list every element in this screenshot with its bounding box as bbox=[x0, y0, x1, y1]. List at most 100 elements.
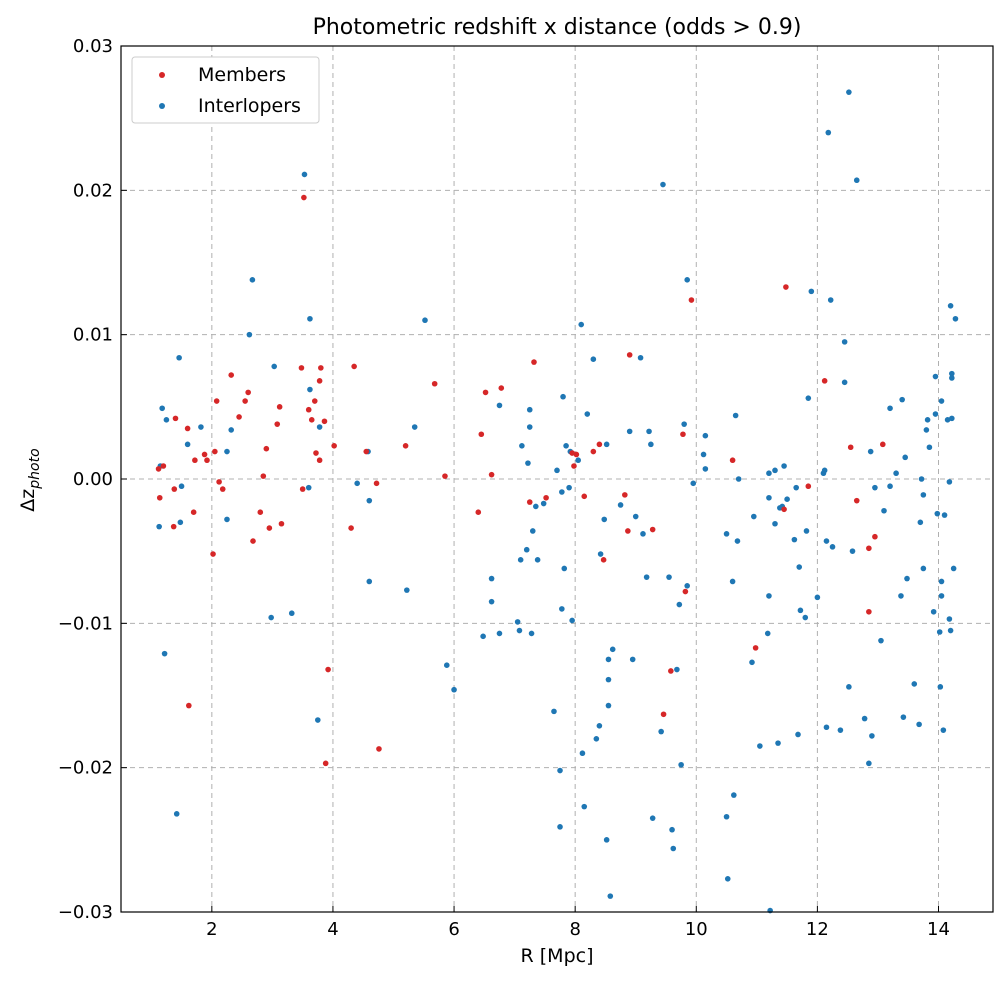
data-point-members bbox=[498, 385, 505, 391]
data-point-members bbox=[478, 431, 485, 438]
data-point-interlopers bbox=[947, 627, 954, 634]
data-point-members bbox=[278, 520, 285, 527]
data-point-members bbox=[729, 457, 736, 464]
data-point-members bbox=[331, 443, 337, 449]
data-point-members bbox=[600, 557, 607, 563]
data-point-interlopers bbox=[411, 424, 418, 430]
data-point-interlopers bbox=[946, 616, 953, 622]
data-point-interlopers bbox=[557, 824, 563, 830]
data-point-members bbox=[313, 450, 319, 456]
data-point-members bbox=[171, 486, 178, 492]
data-point-interlopers bbox=[578, 321, 585, 328]
chart-title: Photometric redshift x distance (odds > … bbox=[313, 15, 802, 40]
data-point-members bbox=[571, 463, 577, 469]
data-point-members bbox=[257, 509, 264, 515]
data-point-interlopers bbox=[646, 428, 652, 435]
data-point-interlopers bbox=[802, 614, 809, 621]
data-point-interlopers bbox=[681, 421, 687, 427]
legend-marker-members bbox=[159, 72, 165, 78]
data-point-interlopers bbox=[678, 761, 684, 768]
data-point-members bbox=[242, 398, 248, 404]
data-point-interlopers bbox=[593, 736, 600, 742]
data-point-interlopers bbox=[791, 536, 798, 543]
data-point-members bbox=[821, 378, 828, 384]
data-point-interlopers bbox=[932, 373, 939, 380]
data-point-members bbox=[348, 525, 354, 531]
data-point-interlopers bbox=[946, 479, 953, 485]
x-axis-label: R [Mpc] bbox=[521, 945, 594, 967]
data-point-members bbox=[212, 448, 218, 455]
y-tick-label: −0.01 bbox=[58, 613, 113, 634]
data-point-members bbox=[216, 479, 222, 485]
data-point-members bbox=[879, 441, 886, 448]
data-point-members bbox=[245, 389, 251, 396]
data-point-interlopers bbox=[443, 662, 450, 668]
data-point-interlopers bbox=[846, 684, 852, 690]
data-point-interlopers bbox=[937, 684, 944, 690]
data-point-members bbox=[752, 645, 759, 651]
x-tick-label: 4 bbox=[327, 919, 338, 940]
data-point-interlopers bbox=[575, 457, 581, 464]
data-point-interlopers bbox=[519, 443, 525, 449]
data-point-interlopers bbox=[528, 630, 535, 637]
data-point-members bbox=[475, 509, 482, 515]
data-point-interlopers bbox=[944, 417, 951, 423]
data-point-interlopers bbox=[603, 441, 610, 448]
data-point-members bbox=[872, 533, 878, 540]
data-point-members bbox=[170, 523, 177, 530]
data-point-interlopers bbox=[224, 448, 230, 455]
data-point-members bbox=[482, 389, 489, 396]
y-tick-label: 0.01 bbox=[73, 325, 113, 346]
data-point-members bbox=[316, 457, 323, 464]
data-point-interlopers bbox=[669, 826, 675, 833]
data-point-interlopers bbox=[301, 171, 308, 178]
data-point-members bbox=[649, 526, 656, 533]
data-point-interlopers bbox=[584, 411, 591, 417]
data-point-interlopers bbox=[404, 587, 410, 593]
data-point-interlopers bbox=[849, 548, 856, 554]
data-point-interlopers bbox=[176, 354, 182, 361]
data-point-members bbox=[322, 760, 329, 767]
data-point-interlopers bbox=[938, 578, 945, 585]
data-point-interlopers bbox=[941, 512, 948, 518]
data-point-interlopers bbox=[609, 646, 616, 653]
data-point-members bbox=[276, 404, 283, 410]
data-point-interlopers bbox=[161, 650, 168, 657]
data-point-interlopers bbox=[898, 593, 904, 599]
data-point-members bbox=[184, 425, 191, 432]
data-point-interlopers bbox=[670, 845, 677, 852]
data-point-interlopers bbox=[841, 379, 848, 386]
data-point-interlopers bbox=[643, 574, 650, 580]
data-point-members bbox=[847, 444, 854, 451]
data-point-interlopers bbox=[938, 593, 945, 599]
data-point-interlopers bbox=[533, 503, 539, 510]
data-point-interlopers bbox=[916, 721, 922, 728]
data-point-interlopers bbox=[775, 740, 781, 746]
data-point-interlopers bbox=[952, 315, 959, 322]
data-point-members bbox=[298, 365, 305, 371]
data-point-members bbox=[531, 359, 537, 365]
data-point-interlopers bbox=[268, 614, 274, 621]
data-point-interlopers bbox=[224, 516, 230, 523]
data-point-interlopers bbox=[732, 412, 739, 419]
data-points bbox=[155, 89, 959, 914]
data-point-interlopers bbox=[526, 424, 533, 430]
data-point-members bbox=[274, 421, 281, 427]
data-point-interlopers bbox=[825, 129, 832, 136]
data-point-interlopers bbox=[366, 497, 373, 504]
data-point-members bbox=[866, 608, 872, 615]
data-point-interlopers bbox=[605, 676, 612, 683]
data-point-interlopers bbox=[690, 480, 697, 487]
data-point-interlopers bbox=[900, 714, 907, 720]
data-point-interlopers bbox=[561, 565, 568, 572]
data-point-members bbox=[442, 473, 448, 479]
data-point-members bbox=[402, 443, 409, 449]
data-point-interlopers bbox=[766, 470, 772, 477]
x-tick-label: 2 bbox=[206, 919, 217, 940]
data-point-interlopers bbox=[924, 417, 931, 423]
axis-ticks: 2 4 6 8 10 12 14 −0.03 −0.02 −0.01 0.00 0.01 0.02 0.0… bbox=[58, 36, 950, 940]
x-tick-label: 10 bbox=[685, 919, 708, 940]
data-point-interlopers bbox=[803, 528, 810, 534]
data-point-interlopers bbox=[751, 513, 757, 520]
